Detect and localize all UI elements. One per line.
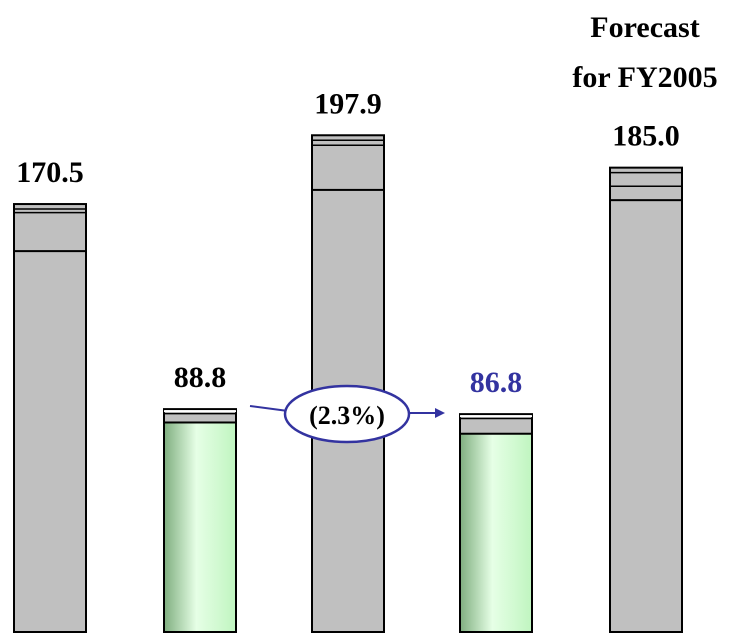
bar-2-lower-segment: [163, 421, 237, 634]
change-ellipse: [283, 384, 411, 444]
value-label-bar-2: 88.8: [174, 361, 227, 394]
value-label-bar-3: 197.9: [314, 87, 382, 120]
bar-2: [163, 408, 237, 634]
value-label-bar-4: 86.8: [470, 366, 523, 399]
change-label: (2.3%): [309, 401, 385, 430]
forecast-heading-line2: for FY2005: [572, 61, 717, 94]
bar-4-lower-segment: [459, 432, 533, 633]
bar-4: [459, 413, 533, 633]
value-labels-group: 170.5 88.8 197.9 86.8 185.0: [16, 87, 680, 399]
change-annotation: (2.3%): [249, 384, 445, 444]
bar-1: [13, 203, 87, 633]
bar-1-lower-segment: [13, 250, 87, 633]
bar-5-lower-segment: [609, 199, 683, 633]
forecast-heading-line1: Forecast: [590, 11, 699, 44]
value-label-bar-5: 185.0: [612, 120, 680, 153]
arrow-left-segment: [249, 405, 289, 412]
value-label-bar-1: 170.5: [16, 156, 84, 189]
bar-3: [311, 134, 385, 633]
bar-5: [609, 166, 683, 633]
bars-group: [13, 134, 683, 634]
